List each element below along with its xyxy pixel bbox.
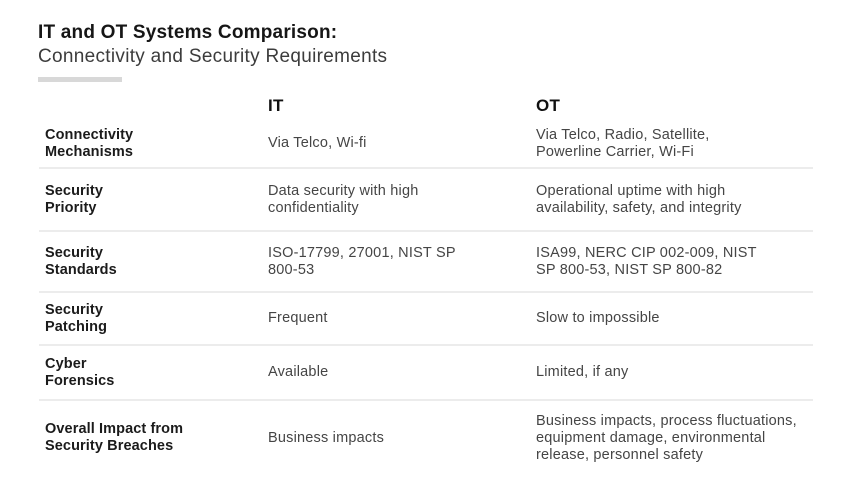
table-row-security-priority: Security Priority Data security with hig…	[39, 169, 813, 232]
row-label: Cyber Forensics	[45, 355, 115, 389]
row-label: Overall Impact from Security Breaches	[45, 421, 184, 454]
table-row-overall-impact: Overall Impact from Security Breaches Bu…	[39, 401, 813, 475]
table-row-security-patching: Security Patching Frequent Slow to impos…	[39, 293, 813, 346]
row-label: Connectivity Mechanisms	[45, 126, 134, 160]
cell-it: Business impacts	[268, 429, 385, 446]
column-header-it: IT	[268, 96, 284, 115]
row-label: Security Standards	[45, 244, 117, 278]
cell-ot: Via Telco, Radio, Satellite, Powerline C…	[536, 126, 710, 160]
slide-page: IT and OT Systems Comparison: Connectivi…	[38, 22, 813, 475]
cell-ot: Slow to impossible	[536, 310, 660, 326]
cell-ot: Business impacts, process fluctuations, …	[536, 412, 797, 463]
cell-it: Frequent	[268, 310, 328, 326]
table-row-cyber-forensics: Cyber Forensics Available Limited, if an…	[39, 346, 813, 401]
row-label: Security Priority	[45, 182, 104, 216]
row-label: Security Patching	[45, 301, 108, 335]
page-subtitle: Connectivity and Security Requirements	[38, 46, 388, 67]
cell-it: Data security with high confidentiality	[268, 182, 419, 216]
cell-ot: Operational uptime with high availabilit…	[536, 182, 742, 216]
title-accent-bar	[38, 77, 122, 82]
cell-ot: ISA99, NERC CIP 002-009, NIST SP 800-53,…	[536, 244, 757, 278]
table-row-connectivity-mechanisms: Connectivity Mechanisms Via Telco, Wi-fi…	[39, 120, 813, 169]
page-title: IT and OT Systems Comparison:	[38, 22, 338, 43]
cell-it: Via Telco, Wi-fi	[268, 135, 367, 151]
column-header-ot: OT	[536, 96, 561, 115]
cell-it: Available	[268, 364, 329, 380]
comparison-table: IT OT Connectivity Mechanisms Via Telco,…	[39, 90, 813, 475]
cell-ot: Limited, if any	[536, 364, 629, 380]
cell-it: ISO-17799, 27001, NIST SP 800-53	[268, 244, 456, 278]
table-header-row: IT OT	[39, 90, 813, 120]
table-row-security-standards: Security Standards ISO-17799, 27001, NIS…	[39, 232, 813, 293]
